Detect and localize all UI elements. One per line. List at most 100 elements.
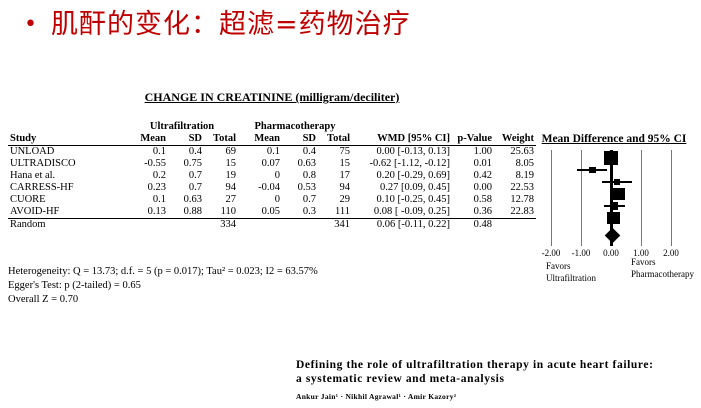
table-cell: 0.63 bbox=[183, 194, 202, 205]
table-cell: 0.1 bbox=[152, 146, 166, 157]
table-row: ULTRADISCO -0.55 0.75 15 0.07 0.63 15 -0.62 [-1… bbox=[8, 158, 536, 170]
table-cell: ULTRADISCO bbox=[10, 158, 76, 169]
table-cell: 1.00 bbox=[473, 146, 492, 157]
citation-title-line1: Defining the role of ultrafiltration the… bbox=[296, 359, 654, 371]
eggers-test-line: Egger's Test: p (2-tailed) = 0.65 bbox=[8, 280, 141, 291]
meta-analysis-table: Ultrafiltration Pharmacotherapy Study Me… bbox=[8, 121, 537, 231]
col-header-mean-uf: Mean bbox=[126, 133, 168, 146]
table-cell: 0.63 bbox=[297, 158, 316, 169]
point-estimate-ultradisco bbox=[588, 166, 596, 174]
point-estimate-carress-hf bbox=[613, 187, 626, 201]
table-cell: 0.05 bbox=[261, 206, 280, 217]
slide-title-row: • 肌酐的变化：超滤=药物治疗 bbox=[24, 8, 411, 42]
table-title: CHANGE IN CREATININE (milligram/decilite… bbox=[144, 90, 400, 104]
favors-right-line2: Pharmacotherapy bbox=[631, 269, 694, 279]
point-estimate-avoid-hf bbox=[607, 211, 620, 225]
table-cell: 0.00 [-0.13, 0.13] bbox=[376, 146, 451, 157]
table-cell: 0.7 bbox=[302, 194, 316, 205]
table-cell: 94 bbox=[225, 182, 237, 193]
spacer-cell bbox=[8, 121, 126, 133]
forest-plot-title: Mean Difference and 95% CI bbox=[541, 133, 687, 145]
table-cell: 0.36 bbox=[473, 206, 492, 217]
table-cell: 0.00 bbox=[473, 182, 492, 193]
citation-authors: Ankur Jain¹ · Nikhil Agrawal¹ · Amir Kaz… bbox=[296, 392, 457, 401]
group-header-row: Ultrafiltration Pharmacotherapy bbox=[8, 121, 536, 133]
table-cell: 0.7 bbox=[188, 182, 202, 193]
zero-reference-line bbox=[609, 150, 613, 246]
citation-title-line2: a systematic review and meta-analysis bbox=[296, 373, 505, 385]
table-row: CUORE 0.1 0.63 27 0 0.7 29 0.10 [-0.25, 0.45] 0.… bbox=[8, 194, 536, 206]
table-cell: 15 bbox=[225, 158, 237, 169]
table-cell: 0.53 bbox=[297, 182, 316, 193]
col-header-sd-uf: SD bbox=[168, 133, 204, 146]
col-header-weight: Weight bbox=[494, 133, 537, 146]
table-cell: 0.7 bbox=[188, 170, 202, 181]
table-cell: 0.06 [-0.11, 0.22] bbox=[352, 218, 452, 231]
axis-tick-label: -2.00 bbox=[541, 248, 561, 258]
favors-left-line1: Favors bbox=[546, 261, 571, 271]
table-cell: 0.42 bbox=[473, 170, 492, 181]
table-cell: 8.19 bbox=[515, 170, 535, 181]
table-cell: 27 bbox=[225, 194, 237, 205]
table-row: AVOID-HF 0.13 0.88 110 0.05 0.3 111 0.08 [ -0.0… bbox=[8, 206, 536, 219]
table-cell: 0.8 bbox=[302, 170, 316, 181]
favors-ultrafiltration-label: Favors Ultrafiltration bbox=[546, 260, 596, 284]
table-cell: 110 bbox=[220, 206, 236, 217]
forest-plot bbox=[531, 150, 691, 246]
table-cell: 0.27 [0.09, 0.45] bbox=[380, 182, 450, 193]
table-cell bbox=[282, 218, 318, 231]
table-cell: -0.04 bbox=[258, 182, 280, 193]
table-cell: 0.20 [-0.29, 0.69] bbox=[376, 170, 451, 181]
table-cell: 15 bbox=[339, 158, 351, 169]
table-cell: 0.88 bbox=[183, 206, 202, 217]
table-cell bbox=[168, 218, 204, 231]
table-cell: 8.05 bbox=[515, 158, 535, 169]
col-header-total-uf: Total bbox=[204, 133, 238, 146]
table-cell: 0.48 bbox=[452, 218, 494, 231]
axis-gridline bbox=[550, 150, 552, 246]
favors-pharmacotherapy-label: Favors Pharmacotherapy bbox=[631, 256, 694, 280]
table-cell: 22.83 bbox=[510, 206, 535, 217]
table-cell: 69 bbox=[225, 146, 237, 157]
stats-block: Heterogeneity: Q = 13.73; d.f. = 5 (p = … bbox=[8, 265, 318, 307]
table-body: UNLOAD 0.1 0.4 69 0.1 0.4 75 0.00 [-0.13, 0.13]… bbox=[8, 146, 537, 231]
table-cell: 0 bbox=[274, 194, 280, 205]
overall-z-line: Overall Z = 0.70 bbox=[8, 294, 79, 305]
table-row: CARRESS-HF 0.23 0.7 94 -0.04 0.53 94 0.27 [0.09… bbox=[8, 182, 536, 194]
favors-right-line1: Favors bbox=[631, 257, 656, 267]
table-cell: Hana et al. bbox=[10, 170, 56, 181]
point-estimate-hana-et-al- bbox=[613, 178, 621, 186]
table-cell: 29 bbox=[339, 194, 351, 205]
slide-title: 肌酐的变化：超滤=药物治疗 bbox=[50, 9, 411, 40]
table-cell: 75 bbox=[339, 146, 351, 157]
axis-tick-label: 1.00 bbox=[633, 248, 649, 258]
forest-plot-axis: -2.00 -1.00 0.00 1.00 2.00 bbox=[531, 248, 691, 258]
axis-tick-label: 2.00 bbox=[663, 248, 679, 258]
table-cell: 0.4 bbox=[302, 146, 316, 157]
table-cell: 111 bbox=[335, 206, 350, 217]
table-cell bbox=[494, 218, 537, 231]
table-cell: 0.13 bbox=[147, 206, 166, 217]
citation-block: Defining the role of ultrafiltration the… bbox=[296, 358, 696, 401]
summary-row: Random 334 341 0.06 [-0.11, 0.22] 0.48 bbox=[8, 218, 537, 231]
table-cell bbox=[238, 218, 282, 231]
table-cell: 0.1 bbox=[152, 194, 166, 205]
table-cell: 0.08 [ -0.09, 0.25] bbox=[373, 206, 450, 217]
column-header-row: Study Mean SD Total Mean SD Total WMD [9… bbox=[8, 133, 537, 146]
table-cell: 0.1 bbox=[266, 146, 280, 157]
table-cell: 25.63 bbox=[510, 146, 535, 157]
col-header-sd-ph: SD bbox=[282, 133, 318, 146]
table-cell: 0.75 bbox=[183, 158, 202, 169]
table-cell: 0.58 bbox=[473, 194, 492, 205]
summary-diamond bbox=[605, 227, 621, 244]
axis-gridline bbox=[670, 150, 672, 246]
table-cell: 0.4 bbox=[188, 146, 202, 157]
col-header-mean-ph: Mean bbox=[238, 133, 282, 146]
table-cell: 0.2 bbox=[152, 170, 166, 181]
table-cell: 0 bbox=[274, 170, 280, 181]
table-cell: CUORE bbox=[10, 194, 46, 205]
bullet-icon: • bbox=[24, 12, 37, 37]
table-cell: AVOID-HF bbox=[10, 206, 60, 217]
table-cell: 22.53 bbox=[510, 182, 535, 193]
